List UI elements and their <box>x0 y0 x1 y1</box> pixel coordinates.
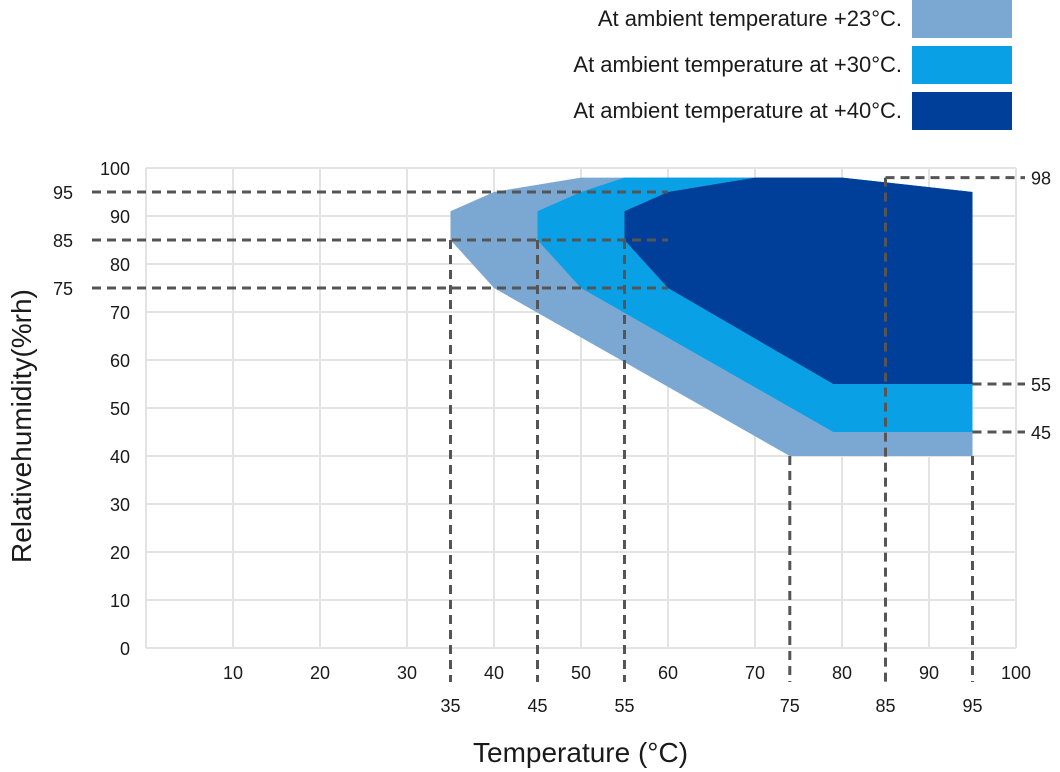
y-tick-label: 40 <box>110 447 130 467</box>
y-tick-label: 70 <box>110 303 130 323</box>
legend-item-23c: At ambient temperature +23°C. <box>573 0 1012 38</box>
annotation-label: 45 <box>527 696 547 716</box>
legend-label-30c: At ambient temperature at +30°C. <box>573 52 902 77</box>
legend-label-23c: At ambient temperature +23°C. <box>597 6 902 31</box>
x-tick-label: 70 <box>745 663 765 683</box>
y-tick-label: 90 <box>110 207 130 227</box>
x-tick-label: 10 <box>223 663 243 683</box>
legend-label-40c: At ambient temperature at +40°C. <box>573 98 902 123</box>
y-tick-label: 50 <box>110 399 130 419</box>
legend-swatch-30c <box>912 46 1012 84</box>
y-axis-title: Relativehumidity(%rh) <box>6 289 37 563</box>
annotation-label: 85 <box>875 696 895 716</box>
x-tick-label: 100 <box>1001 663 1031 683</box>
annotation-label: 75 <box>780 696 800 716</box>
y-tick-label: 80 <box>110 255 130 275</box>
annotation-label: 95 <box>962 696 982 716</box>
y-tick-label: 20 <box>110 543 130 563</box>
legend-swatch-23c <box>912 0 1012 38</box>
annotation-label: 45 <box>1031 423 1051 443</box>
annotation-label: 55 <box>1031 375 1051 395</box>
legend-swatch-40c <box>912 92 1012 130</box>
x-axis-title: Temperature (°C) <box>473 737 689 768</box>
y-tick-label: 0 <box>120 639 130 659</box>
x-tick-label: 20 <box>310 663 330 683</box>
legend: At ambient temperature +23°C. At ambient… <box>573 0 1012 138</box>
legend-item-30c: At ambient temperature at +30°C. <box>573 46 1012 84</box>
x-tick-label: 90 <box>919 663 939 683</box>
annotation-label: 35 <box>440 696 460 716</box>
x-tick-label: 30 <box>397 663 417 683</box>
annotation-label: 95 <box>53 183 73 203</box>
x-tick-label: 50 <box>571 663 591 683</box>
y-tick-label: 100 <box>100 159 130 179</box>
annotation-label: 98 <box>1031 169 1051 189</box>
legend-item-40c: At ambient temperature at +40°C. <box>573 92 1012 130</box>
annotation-label: 75 <box>53 279 73 299</box>
x-tick-label: 40 <box>484 663 504 683</box>
y-tick-label: 30 <box>110 495 130 515</box>
x-tick-label: 60 <box>658 663 678 683</box>
y-tick-label: 60 <box>110 351 130 371</box>
annotation-label: 85 <box>53 231 73 251</box>
y-tick-label: 10 <box>110 591 130 611</box>
x-tick-label: 80 <box>832 663 852 683</box>
annotation-label: 55 <box>614 696 634 716</box>
